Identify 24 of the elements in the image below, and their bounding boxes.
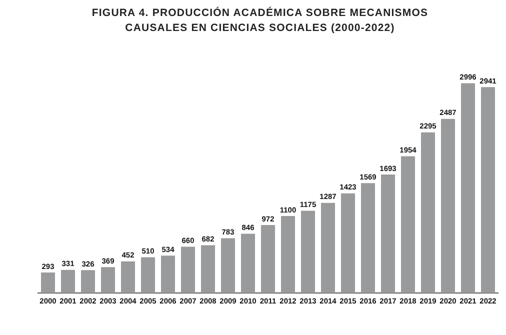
bar	[41, 272, 55, 293]
bar	[421, 132, 435, 293]
bar	[221, 238, 235, 293]
bar	[361, 183, 375, 293]
bar	[201, 245, 215, 293]
bar	[401, 156, 415, 293]
bar	[241, 234, 255, 293]
bar	[141, 257, 155, 293]
bar	[321, 202, 335, 293]
bar	[301, 210, 315, 293]
bar	[381, 174, 395, 293]
bar	[181, 246, 195, 293]
bar	[61, 270, 75, 293]
bar	[281, 216, 295, 293]
bar	[161, 256, 175, 293]
bar	[341, 193, 355, 293]
chart-title: FIGURA 4. PRODUCCIÓN ACADÉMICA SOBRE MECANISMOS CAUSALES EN CIENCIAS SOCIALES (2000-2022)	[90, 6, 430, 36]
bar	[101, 267, 115, 293]
bar	[261, 224, 275, 293]
bar	[441, 118, 455, 293]
bar	[461, 83, 475, 293]
bar	[81, 270, 95, 293]
bar	[121, 261, 135, 293]
bar	[481, 87, 495, 293]
